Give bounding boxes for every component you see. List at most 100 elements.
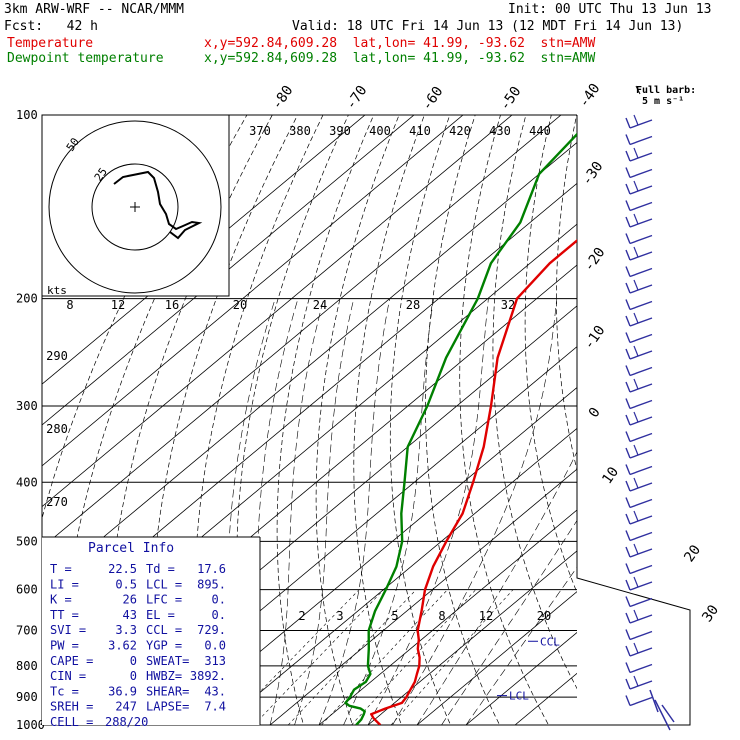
dry-adiabat — [459, 115, 549, 725]
potential-temp-label: 410 — [409, 124, 431, 138]
isotherm-line — [171, 386, 577, 725]
wind-barb-flag — [625, 464, 631, 475]
wind-barb — [629, 680, 653, 690]
barb-legend-title: Full barb: — [636, 85, 696, 96]
wind-barb — [629, 119, 653, 129]
parcel-value: 26 — [123, 593, 137, 607]
potential-temp-label: 370 — [249, 124, 271, 138]
dry-adiabat — [353, 115, 425, 725]
isotherm-label: -30 — [579, 159, 607, 189]
wind-barb-flag — [633, 576, 639, 588]
isotherm-line — [220, 427, 577, 725]
parcel-key: SHEAR= — [146, 684, 189, 698]
wind-barb-flag — [633, 642, 639, 654]
mixing-ratio-label: 8 — [438, 609, 445, 623]
isotherm-line — [42, 115, 415, 426]
wind-barb — [629, 696, 653, 707]
wind-barb-flag — [625, 530, 631, 541]
wind-barb-flag — [625, 662, 631, 673]
parcel-info-title: Parcel Info — [88, 541, 174, 556]
lcl-marker: LCL — [509, 690, 529, 703]
wind-barb — [629, 185, 653, 195]
wind-barb-flag — [625, 299, 631, 310]
isotherm-label: 30 — [699, 602, 722, 625]
pressure-tick-label: 900 — [16, 690, 38, 704]
wind-barb-flag — [625, 167, 631, 178]
barb-legend-icon — [635, 85, 641, 95]
isotherm-label: 10 — [599, 464, 622, 487]
isotherm-label: -50 — [497, 84, 525, 114]
wind-barb — [629, 152, 653, 162]
temperature-legend: Temperature — [7, 36, 94, 51]
dry-adiabat — [389, 115, 451, 725]
valid-time: Valid: 18 UTC Fri 14 Jun 13 (12 MDT Fri … — [292, 19, 684, 34]
wind-barb-flag — [633, 675, 639, 687]
pressure-tick-label: 600 — [16, 583, 38, 597]
wind-barb-flag — [633, 312, 639, 324]
wind-barb-flag — [625, 431, 631, 442]
wind-barb — [629, 300, 653, 311]
wind-barb — [629, 663, 653, 674]
parcel-value: 0. — [212, 608, 226, 622]
wind-barb-flag — [633, 378, 639, 390]
potential-temp-label: 390 — [329, 124, 351, 138]
wind-barb — [629, 482, 653, 492]
wind-barb-flag — [633, 180, 639, 192]
wind-barb-flag — [633, 279, 639, 291]
speed-scale-label: 28 — [406, 298, 420, 312]
wind-barb — [629, 515, 653, 525]
wind-barb-flag — [625, 134, 631, 145]
dry-adiabat — [524, 115, 577, 594]
wind-barb-flag — [633, 444, 639, 456]
parcel-value: 313 — [204, 654, 226, 668]
parcel-key: Tc = — [50, 684, 79, 698]
parcel-value: 3892. — [190, 669, 226, 683]
dry-adiabat — [556, 115, 577, 472]
dry-adiabat-label: 270 — [46, 495, 68, 509]
potential-temp-label: 440 — [529, 124, 551, 138]
wind-barb-flag — [633, 510, 639, 522]
mixing-ratio-line — [287, 589, 417, 725]
wind-barb-flag — [633, 345, 639, 357]
wind-barb-flag — [633, 246, 639, 258]
wind-barb — [629, 614, 653, 624]
parcel-key: PW = — [50, 639, 79, 653]
moist-adiabat — [465, 566, 577, 725]
dry-adiabat — [587, 115, 740, 738]
dry-adiabat — [276, 115, 375, 725]
wind-barb-flag — [625, 447, 631, 459]
speed-scale-label: 12 — [111, 298, 125, 312]
dry-adiabat — [674, 115, 740, 738]
wind-barb — [629, 135, 653, 146]
potential-temp-label: 430 — [489, 124, 511, 138]
pressure-tick-label: 300 — [16, 399, 38, 413]
wind-barb — [629, 449, 653, 459]
pressure-tick-label: 400 — [16, 475, 38, 489]
dry-adiabat — [315, 115, 400, 725]
parcel-key: K = — [50, 593, 72, 607]
speed-scale-label: 8 — [66, 298, 73, 312]
wind-barb — [629, 267, 653, 278]
parcel-value: 729. — [197, 623, 226, 637]
wind-barb-flag — [633, 411, 639, 423]
wind-barb-flag — [625, 497, 631, 508]
parcel-value: 288/20 — [105, 715, 148, 729]
dewpoint-location: x,y=592.84,609.28 lat,lon= 41.99, -93.62… — [204, 51, 596, 66]
wind-barb-flag — [625, 678, 631, 690]
parcel-key: LCL = — [146, 577, 182, 591]
mixing-ratio-label: 12 — [479, 609, 493, 623]
isotherm-line — [416, 591, 577, 725]
parcel-value: 0 — [130, 669, 137, 683]
wind-barb-flag — [625, 332, 631, 343]
dry-adiabat — [645, 115, 740, 738]
hodograph-units: kts — [47, 284, 67, 297]
parcel-value: 0 — [130, 654, 137, 668]
wind-barb-flag — [633, 147, 639, 159]
wind-barb-flag — [625, 579, 631, 591]
wind-barb-flag — [625, 150, 631, 162]
wind-barb-flag — [625, 183, 631, 195]
isotherm-line — [465, 631, 577, 725]
isotherm-label: 0 — [586, 405, 604, 421]
wind-barb-flag — [625, 398, 631, 409]
isotherm-label: -70 — [343, 83, 371, 113]
